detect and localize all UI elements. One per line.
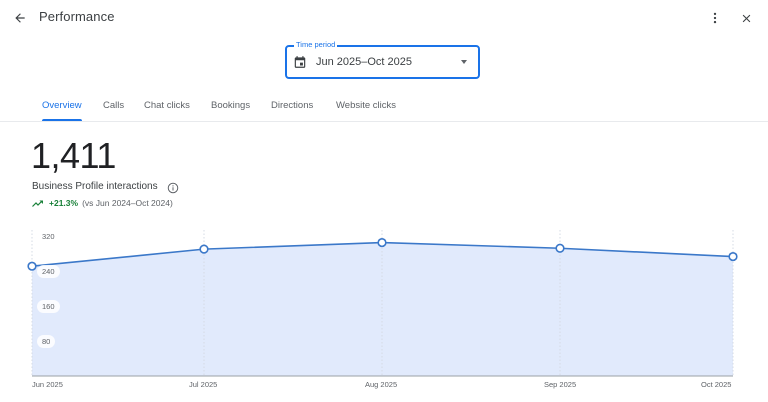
close-button[interactable] [735, 7, 757, 29]
metric-tabs: Overview Calls Chat clicks Bookings Dire… [0, 94, 768, 122]
y-tick-80: 80 [37, 335, 56, 348]
x-tick-aug: Aug 2025 [365, 380, 398, 389]
tab-website-clicks[interactable]: Website clicks [336, 100, 397, 111]
arrow-back-icon [15, 13, 25, 23]
time-period-select[interactable]: Time period Jun 2025–Oct 2025 [285, 40, 480, 79]
page-title: Performance [39, 9, 115, 24]
caret-down-icon [461, 60, 467, 64]
area-fill [32, 242, 733, 376]
trend-percentage: +21.3% [49, 198, 79, 208]
tab-bookings[interactable]: Bookings [211, 100, 251, 111]
data-point[interactable] [377, 237, 387, 248]
more-options-button[interactable] [704, 7, 726, 29]
data-point[interactable] [728, 251, 738, 262]
time-period-label: Time period [294, 40, 338, 50]
interactions-chart: 320 240 160 80 Jun 2025 Jul 2025 Aug 202… [0, 225, 768, 402]
calendar-icon [294, 56, 306, 68]
info-icon[interactable] [167, 182, 179, 194]
tab-overview[interactable]: Overview [42, 100, 82, 111]
back-button[interactable] [9, 7, 31, 29]
metric-label: Business Profile interactions [32, 181, 158, 192]
tab-calls[interactable]: Calls [103, 100, 125, 111]
data-point[interactable] [555, 243, 565, 253]
time-period-value: Jun 2025–Oct 2025 [316, 56, 413, 68]
x-tick-sep: Sep 2025 [544, 380, 577, 389]
tab-chat-clicks[interactable]: Chat clicks [144, 100, 190, 111]
close-icon [742, 14, 750, 22]
total-interactions: 1,411 [31, 135, 116, 176]
top-bar: Performance [0, 0, 768, 36]
tab-directions[interactable]: Directions [271, 100, 314, 111]
x-tick-jun: Jun 2025 [32, 380, 63, 389]
more-vert-icon [713, 12, 717, 24]
y-tick-320: 320 [37, 230, 60, 243]
area-chart [27, 230, 738, 377]
trend-row: +21.3% (vs Jun 2024–Oct 2024) [32, 198, 173, 208]
data-point[interactable] [27, 261, 37, 271]
y-tick-240: 240 [37, 265, 60, 278]
data-point[interactable] [199, 244, 209, 254]
trending-up-icon [32, 200, 43, 207]
active-tab-indicator [42, 119, 82, 121]
x-tick-jul: Jul 2025 [189, 380, 218, 389]
trend-comparison: (vs Jun 2024–Oct 2024) [82, 198, 173, 208]
x-tick-oct: Oct 2025 [701, 380, 732, 389]
y-tick-160: 160 [37, 300, 60, 313]
